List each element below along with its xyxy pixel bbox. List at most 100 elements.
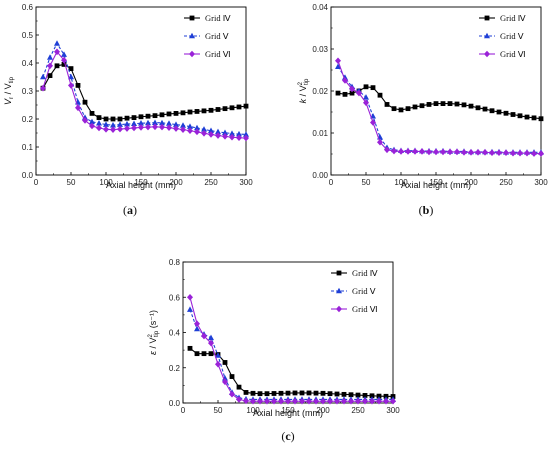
data-point (376, 397, 382, 405)
data-point (440, 101, 446, 106)
series-2 (335, 63, 544, 155)
x-tick-label: 0 (181, 406, 186, 415)
data-point (341, 391, 347, 397)
chart-panel-c: 0 50 100 150 200 250 300 0.0 0.2 0.4 0.6 0.8 Axial h… (148, 258, 400, 443)
data-point (482, 149, 488, 156)
y-tick-label: 0.02 (312, 87, 328, 96)
data-point (159, 123, 165, 131)
data-point (166, 111, 172, 117)
data-point (96, 124, 102, 132)
data-point (208, 131, 214, 138)
data-point (531, 150, 537, 157)
x-tick-label: 100 (394, 178, 408, 187)
data-point (390, 397, 396, 405)
data-point (264, 397, 270, 405)
y-axis-title: Vr / Vtip (3, 76, 15, 105)
data-point (278, 397, 284, 405)
data-point (215, 360, 221, 368)
data-point (194, 109, 200, 114)
data-point (482, 106, 488, 112)
data-point (461, 149, 467, 156)
x-tick-label: 300 (386, 406, 400, 415)
data-point (426, 148, 432, 156)
x-tick-label: 200 (169, 178, 183, 187)
data-point (461, 102, 467, 108)
data-point (299, 397, 305, 405)
data-point (124, 125, 130, 132)
data-point (75, 104, 81, 112)
legend-marker (484, 32, 490, 39)
data-point (370, 119, 376, 126)
x-tick-label: 300 (239, 178, 253, 187)
data-point (215, 352, 221, 358)
data-point (145, 123, 151, 131)
data-point (236, 130, 242, 137)
data-point (236, 104, 242, 110)
data-point (187, 127, 193, 135)
x-tick-label: 300 (534, 178, 548, 187)
data-point (475, 149, 481, 156)
data-point (313, 397, 319, 405)
data-point (138, 114, 144, 120)
data-point (194, 351, 200, 357)
data-point (503, 110, 509, 116)
data-point (138, 120, 144, 126)
data-point (292, 397, 298, 405)
data-point (271, 397, 277, 405)
legend: Grid Ⅳ Grid Ⅴ Grid Ⅵ (479, 13, 527, 59)
plot-frame (182, 261, 394, 404)
x-tick-label: 200 (464, 178, 478, 187)
x-tick-label: 150 (429, 178, 443, 187)
data-point (222, 378, 228, 386)
data-point (222, 106, 228, 112)
data-point (419, 148, 425, 155)
data-point (68, 82, 74, 89)
y-tick-label: 0.5 (22, 31, 34, 40)
data-point (194, 320, 200, 327)
data-point (468, 103, 474, 109)
data-point (257, 391, 263, 397)
data-point (369, 393, 375, 399)
data-point (243, 390, 249, 395)
x-tick-label: 150 (281, 406, 295, 415)
legend-label: Grid Ⅴ (352, 286, 377, 296)
x-axis-title: Axial height (mm) (106, 180, 176, 190)
data-point (391, 106, 397, 112)
data-point (349, 90, 355, 96)
data-point (54, 48, 60, 56)
data-point (496, 109, 502, 115)
data-point (454, 148, 460, 156)
data-point (327, 391, 333, 397)
data-point (362, 397, 368, 405)
data-point (194, 325, 200, 332)
legend-label: Grid Ⅵ (205, 49, 231, 59)
data-point (236, 396, 242, 403)
data-point (433, 148, 439, 156)
data-point (110, 116, 116, 122)
legend-marker (336, 305, 342, 313)
data-point (384, 102, 390, 107)
data-point (103, 116, 109, 122)
data-point (194, 124, 200, 131)
data-point (503, 149, 509, 157)
y-tick-label: 0.2 (22, 115, 34, 124)
data-point (194, 128, 200, 136)
y-tick-label: 0.4 (22, 59, 34, 68)
data-point (96, 120, 102, 126)
y-tick-label: 0.0 (169, 399, 181, 408)
data-point (363, 84, 369, 90)
data-point (208, 351, 214, 357)
data-point (173, 111, 179, 116)
series-line (42, 50, 247, 139)
data-point (538, 116, 544, 122)
y-axis-title: ε / V2tip (s⁻¹) (148, 310, 160, 355)
series-3 (40, 48, 249, 142)
data-point (187, 293, 193, 301)
series-1 (335, 84, 544, 122)
data-point (138, 124, 144, 131)
data-point (103, 126, 109, 133)
data-point (61, 51, 67, 57)
x-tick-label: 200 (316, 406, 330, 415)
data-point (110, 126, 116, 133)
